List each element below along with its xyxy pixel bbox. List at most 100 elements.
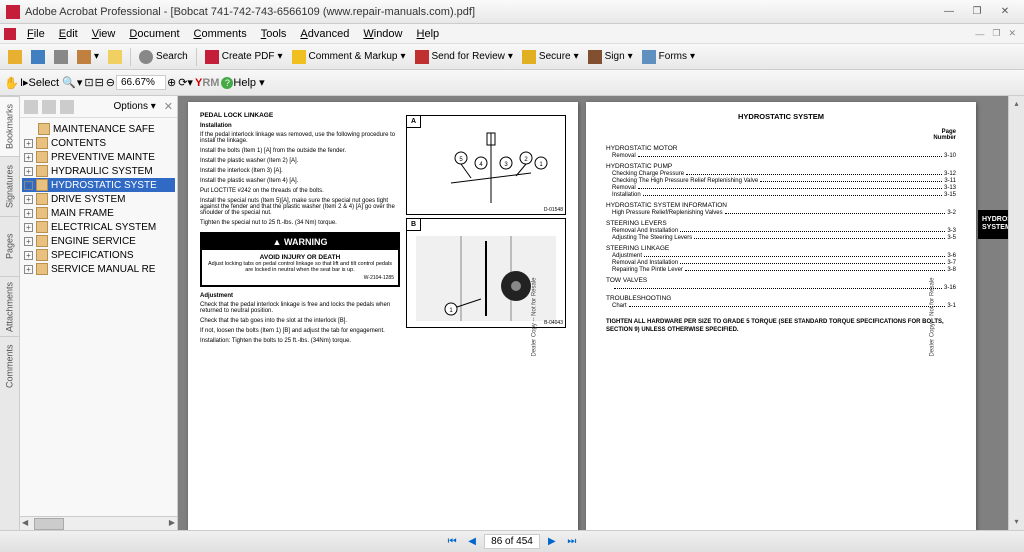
bookmark-label: MAINTENANCE SAFE	[53, 124, 155, 135]
inner-minimize[interactable]: —	[971, 29, 988, 39]
search-button[interactable]: Search	[135, 47, 192, 67]
body-text: Install the plastic washer (Item 2) [A].	[200, 158, 400, 164]
menu-comments[interactable]: Comments	[187, 26, 254, 42]
watermark-text: Dealer Copy -- Not for Resale	[929, 277, 935, 356]
bookmark-item[interactable]: MAINTENANCE SAFE	[22, 122, 175, 136]
vscrollbar[interactable]: ▴ ▾	[1008, 96, 1024, 530]
body-text: Install the bolts (Item 1) [A] from the …	[200, 148, 400, 154]
bookmark-label: PREVENTIVE MAINTE	[51, 152, 155, 163]
side-tabs: BookmarksSignaturesPagesAttachmentsComme…	[0, 96, 20, 530]
warning-head: ▲ WARNING	[202, 234, 398, 250]
menu-edit[interactable]: Edit	[52, 26, 85, 42]
expand-icon[interactable]: +	[24, 195, 33, 204]
forms-label: Forms	[659, 51, 687, 62]
menu-window[interactable]: Window	[356, 26, 409, 42]
bookmark-icon	[38, 123, 50, 135]
options-menu[interactable]: Options ▾	[110, 100, 160, 113]
body-text: Check that the pedal interlock linkage i…	[200, 302, 400, 314]
bookmark-icon	[36, 263, 48, 275]
create-pdf-button[interactable]: Create PDF ▾	[201, 47, 287, 67]
statusbar: ⏮ ◀ 86 of 454 ▶ ⏭	[0, 530, 1024, 552]
close-button[interactable]: ✕	[992, 3, 1018, 21]
expand-icon[interactable]: +	[24, 223, 33, 232]
zoom-dropdown[interactable]: ▾	[77, 76, 83, 89]
bm-hscroll[interactable]: ◀▶	[20, 516, 177, 530]
send-review-button[interactable]: Send for Review ▾	[411, 47, 517, 67]
bookmark-item[interactable]: +MAIN FRAME	[22, 206, 175, 220]
document-area[interactable]: PEDAL LOCK LINKAGE Installation If the p…	[178, 96, 1008, 530]
footnote: TIGHTEN ALL HARDWARE PER SIZE TO GRADE 5…	[606, 319, 956, 335]
bookmark-icon	[36, 179, 48, 191]
sign-button[interactable]: Sign ▾	[584, 47, 637, 67]
inner-close[interactable]: ✕	[1004, 28, 1020, 39]
expand-icon[interactable]: +	[24, 153, 33, 162]
bookmark-item[interactable]: + ELECTRICAL SYSTEM	[22, 220, 175, 234]
expand-icon[interactable]: +	[24, 251, 33, 260]
scroll-down-icon[interactable]: ▾	[1009, 514, 1024, 530]
sidetab-pages[interactable]: Pages	[0, 216, 19, 276]
comment-button[interactable]: Comment & Markup ▾	[288, 47, 410, 67]
zoom-in-tool[interactable]: 🔍	[62, 76, 76, 89]
zoom-in[interactable]: ⊕	[167, 76, 176, 89]
scroll-up-icon[interactable]: ▴	[1009, 96, 1024, 112]
bm-delete-icon[interactable]	[42, 100, 56, 114]
bookmark-item[interactable]: +HYDROSTATIC SYSTE	[22, 178, 175, 192]
menu-view[interactable]: View	[85, 26, 123, 42]
zoom-out[interactable]: ⊖	[106, 76, 115, 89]
yrm-logo: YRM	[195, 77, 219, 89]
sidetab-attachments[interactable]: Attachments	[0, 276, 19, 336]
restore-button[interactable]: ❐	[964, 3, 990, 21]
last-page-button[interactable]: ⏭	[564, 534, 580, 550]
fit-width[interactable]: ⊟	[95, 76, 104, 89]
bookmark-item[interactable]: +ENGINE SERVICE	[22, 234, 175, 248]
bookmark-item[interactable]: + PREVENTIVE MAINTE	[22, 150, 175, 164]
bookmark-item[interactable]: +CONTENTS	[22, 136, 175, 150]
forms-button[interactable]: Forms ▾	[638, 47, 699, 67]
prev-page-button[interactable]: ◀	[464, 534, 480, 550]
expand-icon[interactable]: +	[24, 265, 33, 274]
bookmark-item[interactable]: +SERVICE MANUAL RE	[22, 262, 175, 276]
menu-document[interactable]: Document	[122, 26, 186, 42]
expand-icon[interactable]: +	[24, 139, 33, 148]
menu-advanced[interactable]: Advanced	[293, 26, 356, 42]
page-indicator[interactable]: 86 of 454	[484, 534, 540, 549]
sidetab-comments[interactable]: Comments	[0, 336, 19, 396]
bookmark-label: HYDRAULIC SYSTEM	[51, 166, 153, 177]
inner-restore[interactable]: ❐	[988, 28, 1004, 39]
select-tool[interactable]: I▸Select	[20, 76, 59, 89]
sidetab-signatures[interactable]: Signatures	[0, 156, 19, 216]
minimize-button[interactable]: —	[936, 3, 962, 21]
zoom-input[interactable]	[116, 75, 166, 90]
menu-file[interactable]: File	[20, 26, 52, 42]
open-button[interactable]	[4, 47, 26, 67]
hand-tool[interactable]: ✋	[4, 76, 19, 90]
body-text: Install the plastic washer (Item 4) [A].	[200, 178, 400, 184]
expand-icon[interactable]: +	[24, 181, 33, 190]
bookmark-label: ELECTRICAL SYSTEM	[51, 222, 156, 233]
fit-page[interactable]: ⊡	[84, 76, 93, 89]
help-button[interactable]: ?Help ▾	[221, 76, 264, 89]
rotate-button[interactable]: ⟳▾	[178, 76, 193, 89]
menu-tools[interactable]: Tools	[254, 26, 294, 42]
save-button[interactable]	[27, 47, 49, 67]
bookmark-item[interactable]: +DRIVE SYSTEM	[22, 192, 175, 206]
panel-close-icon[interactable]: ✕	[164, 100, 173, 113]
menu-help[interactable]: Help	[410, 26, 447, 42]
next-page-button[interactable]: ▶	[544, 534, 560, 550]
sidetab-bookmarks[interactable]: Bookmarks	[0, 96, 19, 156]
email-button[interactable]	[104, 47, 126, 67]
bm-new-icon[interactable]	[24, 100, 38, 114]
bm-expand-icon[interactable]	[60, 100, 74, 114]
expand-icon[interactable]: +	[24, 209, 33, 218]
body-text: Installation: Tighten the bolts to 25 ft…	[200, 338, 400, 344]
print-button[interactable]	[50, 47, 72, 67]
expand-icon[interactable]: +	[24, 237, 33, 246]
organizer-button[interactable]: ▾	[73, 47, 103, 67]
pdf-page-right: HYDROSTATIC SYSTEM HYDROSTATIC SYSTEM Pa…	[586, 102, 976, 530]
watermark-text: Dealer Copy -- Not for Resale	[531, 277, 537, 356]
bookmark-item[interactable]: +SPECIFICATIONS	[22, 248, 175, 262]
secure-button[interactable]: Secure ▾	[518, 47, 583, 67]
expand-icon[interactable]: +	[24, 167, 33, 176]
first-page-button[interactable]: ⏮	[444, 534, 460, 550]
bookmark-item[interactable]: + HYDRAULIC SYSTEM	[22, 164, 175, 178]
